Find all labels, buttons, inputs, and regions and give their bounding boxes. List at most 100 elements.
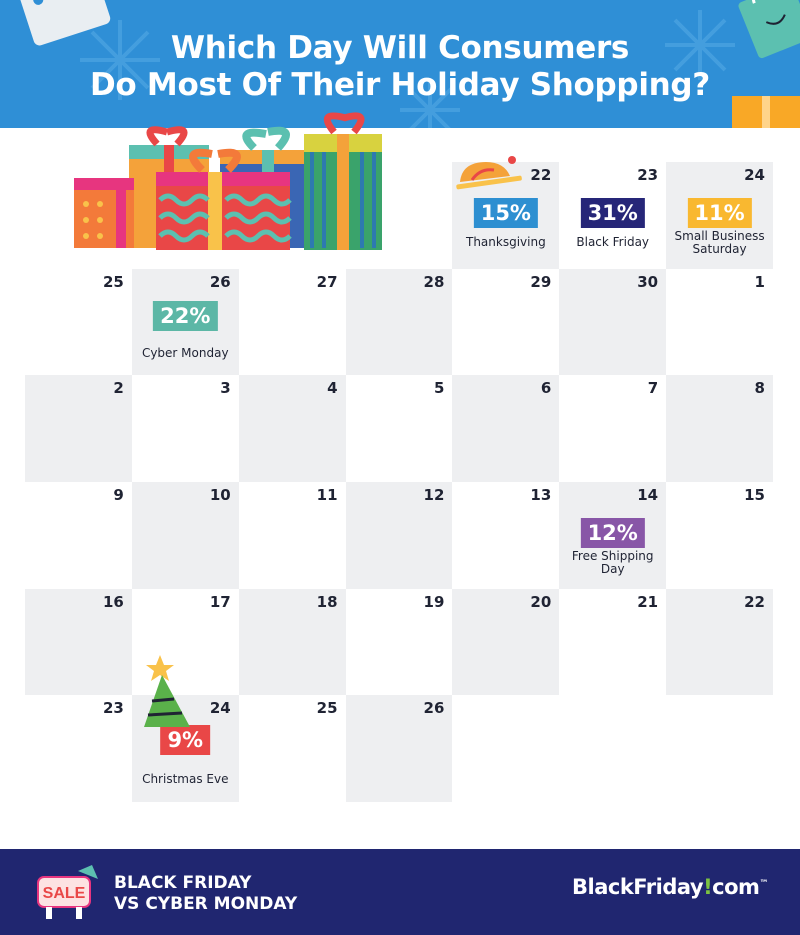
day-number: 2: [113, 379, 124, 398]
calendar-day-cell: 7: [559, 375, 666, 482]
day-number: 23: [637, 166, 659, 184]
day-number: 3: [220, 379, 231, 398]
day-number: 9: [113, 486, 124, 504]
day-number: 29: [530, 272, 552, 291]
day-number: 22: [744, 592, 765, 611]
calendar-day-cell: 24 9% Christmas Eve: [131, 655, 239, 802]
calendar-day-cell: 15: [666, 482, 773, 589]
page-title: Which Day Will Consumers Do Most Of Thei…: [0, 30, 800, 104]
footer-caption: BLACK FRIDAY VS CYBER MONDAY: [114, 873, 297, 915]
calendar-day-cell: 18: [238, 588, 346, 696]
calendar-day-cell: 30: [559, 268, 667, 376]
event-label: Cyber Monday: [141, 345, 229, 360]
calendar-day-cell: 19: [346, 589, 453, 696]
snowflake-pattern: [18, 0, 800, 128]
calendar-day-cell: 23: [25, 695, 132, 802]
calendar-day-cell: 22: [666, 588, 773, 696]
calendar-day-cell: 12: [345, 482, 453, 589]
footer-line-1: BLACK FRIDAY: [114, 873, 252, 893]
day-number: 4: [327, 379, 338, 398]
calendar-day-cell: 13: [452, 482, 559, 589]
calendar-day-cell: 22 15% Thanksgiving: [452, 156, 560, 269]
brand-tld: com: [712, 875, 760, 899]
day-number: 26: [423, 699, 445, 718]
calendar-day-cell: 26: [345, 695, 453, 802]
event-label: Free Shipping Day: [571, 549, 654, 576]
calendar-day-cell: 21: [559, 589, 666, 696]
percent-badge: 15%: [473, 198, 538, 228]
calendar-day-cell: 14 12% Free Shipping Day: [559, 482, 667, 589]
sale-sign-label: SALE: [43, 885, 86, 902]
day-number: 26: [209, 272, 231, 291]
percent-badge: 11%: [687, 198, 752, 228]
day-number: 21: [637, 592, 659, 611]
day-number: 12: [423, 486, 445, 504]
calendar-day-cell: 6: [452, 375, 560, 482]
event-label: Black Friday: [576, 235, 650, 249]
day-number: 17: [209, 592, 231, 611]
brand-logo: BlackFriday!com™: [572, 875, 768, 899]
title-line-1: Which Day Will Consumers: [170, 30, 630, 66]
day-number: 16: [102, 592, 124, 611]
calendar-day-cell: 3: [132, 375, 239, 482]
calendar-day-cell: 9: [25, 482, 132, 589]
calendar-day-cell: 5: [346, 375, 453, 482]
day-number: 10: [209, 486, 231, 504]
footer-bar: SALE BLACK FRIDAY VS CYBER MONDAY BlackF…: [0, 849, 800, 935]
day-number: 19: [423, 592, 445, 611]
day-number: 20: [530, 592, 552, 611]
day-number: 23: [102, 699, 124, 718]
percent-badge: 22%: [153, 300, 218, 331]
day-number: 5: [433, 379, 445, 398]
calendar-day-cell: 24 11% Small Business Saturday: [666, 162, 773, 269]
day-number: 25: [316, 699, 338, 718]
day-number: 24: [209, 699, 231, 718]
day-number: 11: [316, 486, 338, 504]
event-label: Small Business Saturday: [674, 229, 765, 256]
header-banner: Which Day Will Consumers Do Most Of Thei…: [0, 0, 800, 128]
calendar-day-cell: 17: [132, 589, 239, 696]
calendar-day-cell: 25: [25, 269, 132, 376]
brand-exclamation: !: [703, 875, 713, 899]
day-number: 24: [744, 166, 765, 184]
day-number: 25: [102, 272, 124, 291]
title-line-2: Do Most Of Their Holiday Shopping?: [89, 67, 710, 103]
footer-line-2: VS CYBER MONDAY: [114, 894, 298, 914]
day-number: 6: [540, 379, 552, 398]
gift-box-icon: [732, 96, 800, 128]
calendar-day-cell: 23 31% Black Friday: [559, 162, 666, 269]
calendar-grid: 22 15% Thanksgiving 23 31% Black Friday 24 11% S…: [25, 156, 773, 802]
calendar-day-cell: 8: [666, 375, 773, 482]
calendar-day-cell: 11: [239, 482, 346, 589]
percent-badge: 12%: [580, 518, 645, 548]
turkey-icon: [456, 156, 523, 190]
calendar-day-cell: 4: [238, 375, 346, 482]
day-number: 8: [754, 379, 765, 398]
day-number: 28: [423, 272, 445, 291]
calendar-day-cell: 25: [239, 695, 346, 802]
tag-icon: [18, 0, 111, 46]
day-number: 14: [637, 486, 659, 504]
calendar-day-cell: 26 22% Cyber Monday: [131, 268, 239, 376]
calendar-day-cell: 1: [666, 269, 773, 376]
day-number: 15: [744, 486, 765, 504]
calendar-day-cell: 16: [25, 588, 132, 696]
day-number: 18: [316, 592, 338, 611]
day-number: 22: [530, 166, 552, 184]
christmas-tree-icon: [143, 655, 190, 728]
event-label: Thanksgiving: [465, 235, 546, 249]
day-number: 1: [754, 272, 765, 291]
brand-trademark: ™: [759, 879, 768, 889]
percent-badge: 31%: [580, 198, 645, 228]
shopping-bag-icon: [738, 0, 800, 59]
calendar-day-cell: 27: [239, 269, 346, 376]
brand-name: BlackFriday: [572, 875, 704, 899]
calendar-day-cell: 29: [452, 269, 559, 376]
calendar-day-cell: 28: [345, 268, 453, 376]
day-number: 27: [316, 272, 338, 291]
percent-badge: 9%: [160, 725, 211, 756]
calendar-day-cell: 20: [452, 588, 560, 696]
calendar-day-cell: 10: [131, 482, 239, 589]
day-number: 7: [647, 379, 659, 398]
event-label: Christmas Eve: [142, 772, 229, 787]
